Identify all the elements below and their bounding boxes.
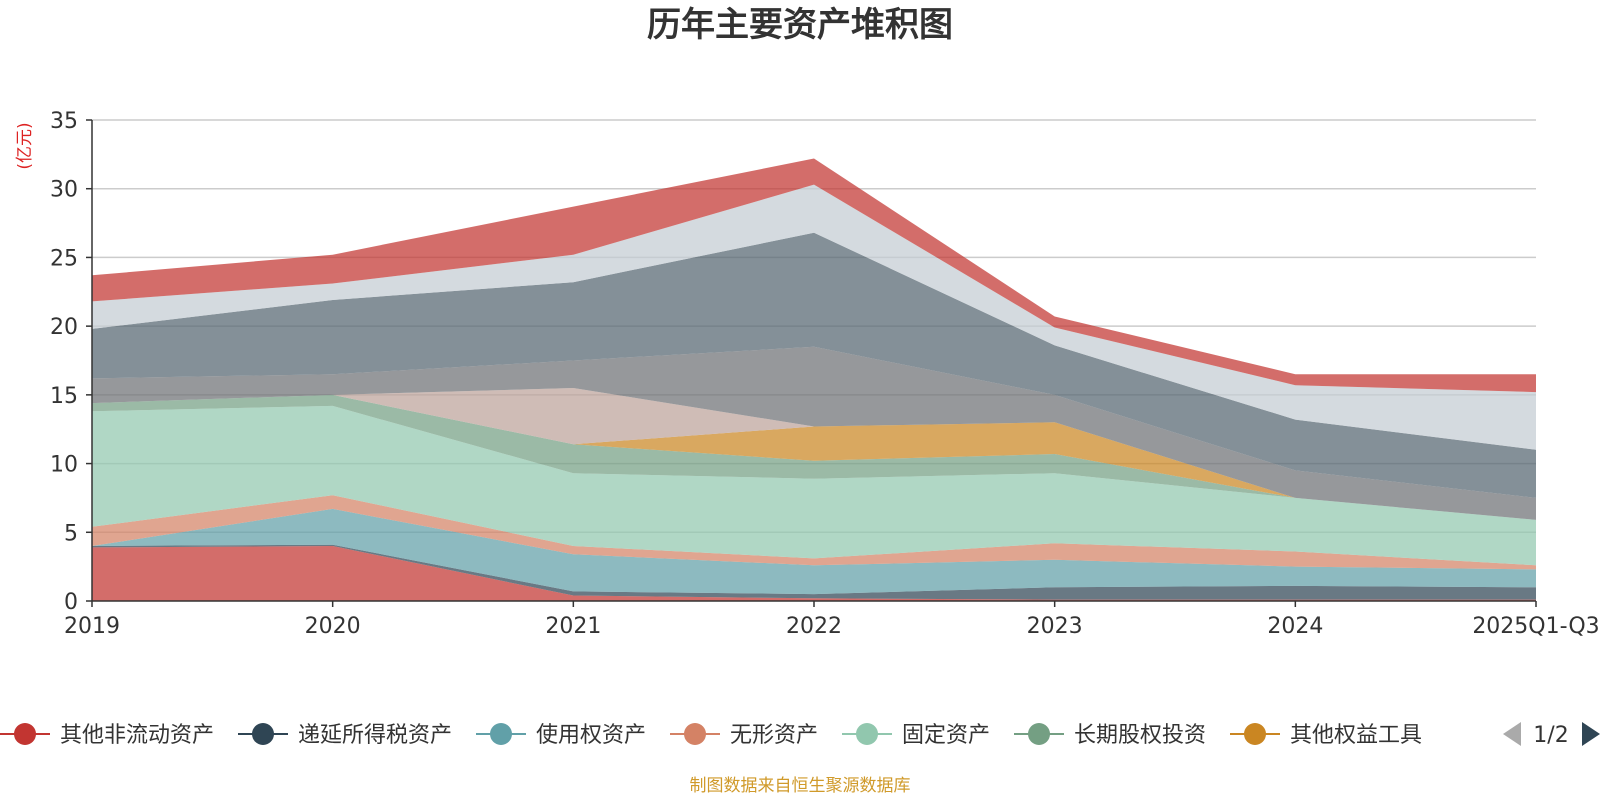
x-tick-label: 2019 (64, 614, 120, 639)
legend-label[interactable]: 无形资产 (730, 723, 818, 748)
y-tick-label: 20 (50, 315, 78, 340)
legend-label[interactable]: 固定资产 (902, 723, 990, 748)
area-series-9 (92, 346, 1536, 520)
legend-label[interactable]: 使用权资产 (536, 723, 646, 748)
area-series-2 (92, 544, 1536, 600)
legend-marker[interactable] (1244, 723, 1266, 745)
legend-marker[interactable] (252, 723, 274, 745)
legend-label[interactable]: 其他非流动资产 (60, 723, 214, 748)
y-tick-label: 15 (50, 384, 78, 409)
x-tick-label: 2021 (545, 614, 601, 639)
legend-marker[interactable] (1028, 723, 1050, 745)
legend-page-indicator: 1/2 (1533, 723, 1568, 748)
y-tick-label: 35 (50, 109, 78, 134)
area-series-1 (92, 546, 1536, 601)
y-axis-unit-label: (亿元) (15, 122, 35, 169)
area-series-4 (92, 495, 1536, 570)
legend-label[interactable]: 递延所得税资产 (298, 723, 452, 748)
x-tick-label: 2025Q1-Q3 (1472, 614, 1599, 639)
x-tick-label: 2022 (786, 614, 842, 639)
area-series-12 (92, 158, 1536, 393)
legend-label[interactable]: 长期股权投资 (1074, 723, 1206, 748)
area-series-10 (92, 232, 1536, 498)
legend-marker[interactable] (490, 723, 512, 745)
legend-label[interactable]: 其他权益工具 (1290, 723, 1422, 748)
y-tick-label: 30 (50, 178, 78, 203)
x-tick-label: 2024 (1267, 614, 1323, 639)
area-series-11 (92, 184, 1536, 450)
source-note: 制图数据来自恒生聚源数据库 (689, 776, 911, 796)
legend-marker[interactable] (14, 723, 36, 745)
legend-marker[interactable] (684, 723, 706, 745)
area-series-3 (92, 508, 1536, 595)
legend-prev-page-icon[interactable] (1503, 722, 1521, 746)
x-tick-label: 2023 (1027, 614, 1083, 639)
area-series-5 (92, 405, 1536, 566)
y-tick-label: 25 (50, 246, 78, 271)
area-series-7 (92, 394, 1536, 520)
y-tick-label: 0 (64, 590, 78, 615)
y-tick-label: 5 (64, 521, 78, 546)
area-series-6 (92, 394, 1536, 520)
legend-marker[interactable] (856, 723, 878, 745)
y-tick-label: 10 (50, 453, 78, 478)
x-tick-label: 2020 (305, 614, 361, 639)
legend-next-page-icon[interactable] (1582, 722, 1600, 746)
chart-title: 历年主要资产堆积图 (647, 5, 953, 45)
